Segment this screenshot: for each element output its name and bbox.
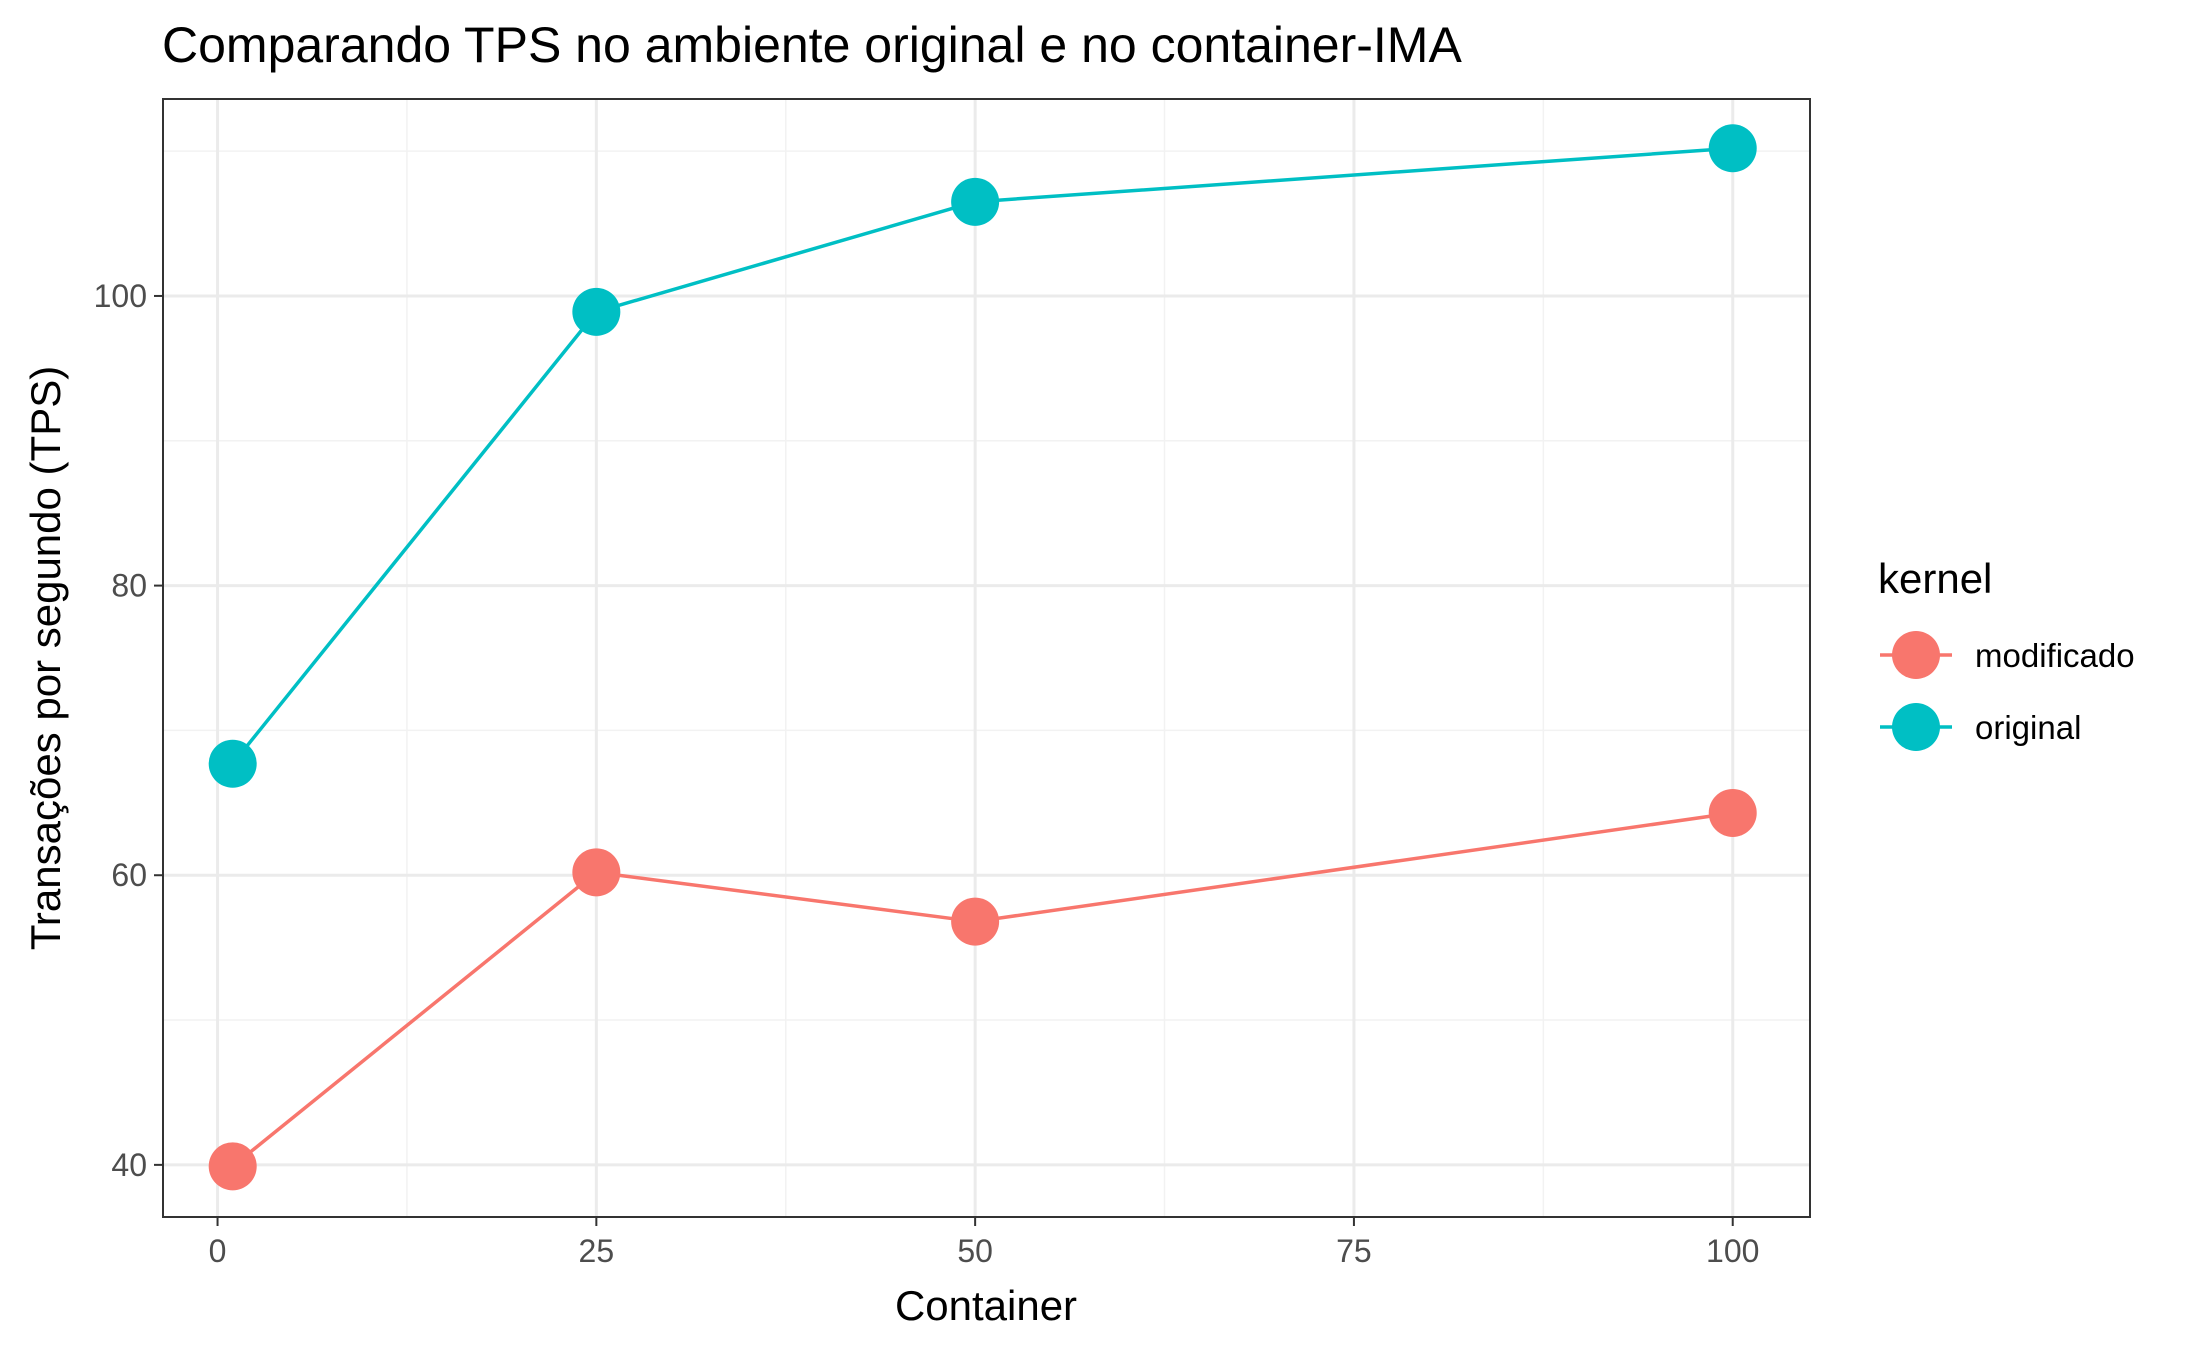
data-point-original <box>208 739 257 788</box>
data-point-original <box>951 177 1000 226</box>
legend-key-point <box>1892 631 1940 679</box>
y-axis: 40 60 80 100 <box>94 278 163 1183</box>
x-tick-label: 25 <box>579 1233 615 1269</box>
grid-major <box>163 99 1810 1217</box>
x-tick-label: 75 <box>1336 1233 1372 1269</box>
plot-panel-border <box>162 98 1811 1218</box>
x-tick-label: 0 <box>209 1233 227 1269</box>
series-line-modificado <box>231 811 1733 1168</box>
data-point-modificado <box>208 1142 257 1191</box>
y-tick-label: 80 <box>111 568 147 604</box>
x-axis: 0 25 50 75 100 <box>209 1217 1759 1269</box>
y-tick-label: 100 <box>94 278 147 314</box>
data-point-modificado <box>951 897 1000 946</box>
x-tick-label: 50 <box>957 1233 993 1269</box>
y-axis-title: Transações por segundo (TPS) <box>22 366 69 950</box>
y-tick-label: 40 <box>111 1147 147 1183</box>
legend-title: kernel <box>1878 555 1992 602</box>
legend-label: modificado <box>1975 637 2135 674</box>
legend-key <box>1880 631 1952 679</box>
grid-minor <box>163 99 1810 1217</box>
data-point-original <box>1708 124 1757 173</box>
series-line-original <box>231 146 1733 765</box>
legend-key <box>1880 703 1952 751</box>
data-point-modificado <box>1708 788 1757 837</box>
x-tick-label: 100 <box>1706 1233 1759 1269</box>
legend-key-point <box>1892 703 1940 751</box>
legend: kernel modificado original <box>1878 555 2135 751</box>
legend-label: original <box>1975 709 2081 746</box>
series-lines <box>231 146 1733 1168</box>
plot-panel-background <box>163 99 1810 1217</box>
y-tick-label: 60 <box>111 857 147 893</box>
chart-title: Comparando TPS no ambiente original e no… <box>162 17 1462 73</box>
data-point-original <box>572 287 621 336</box>
data-point-modificado <box>572 848 621 897</box>
series-points <box>208 124 1757 1191</box>
x-axis-title: Container <box>895 1282 1077 1329</box>
